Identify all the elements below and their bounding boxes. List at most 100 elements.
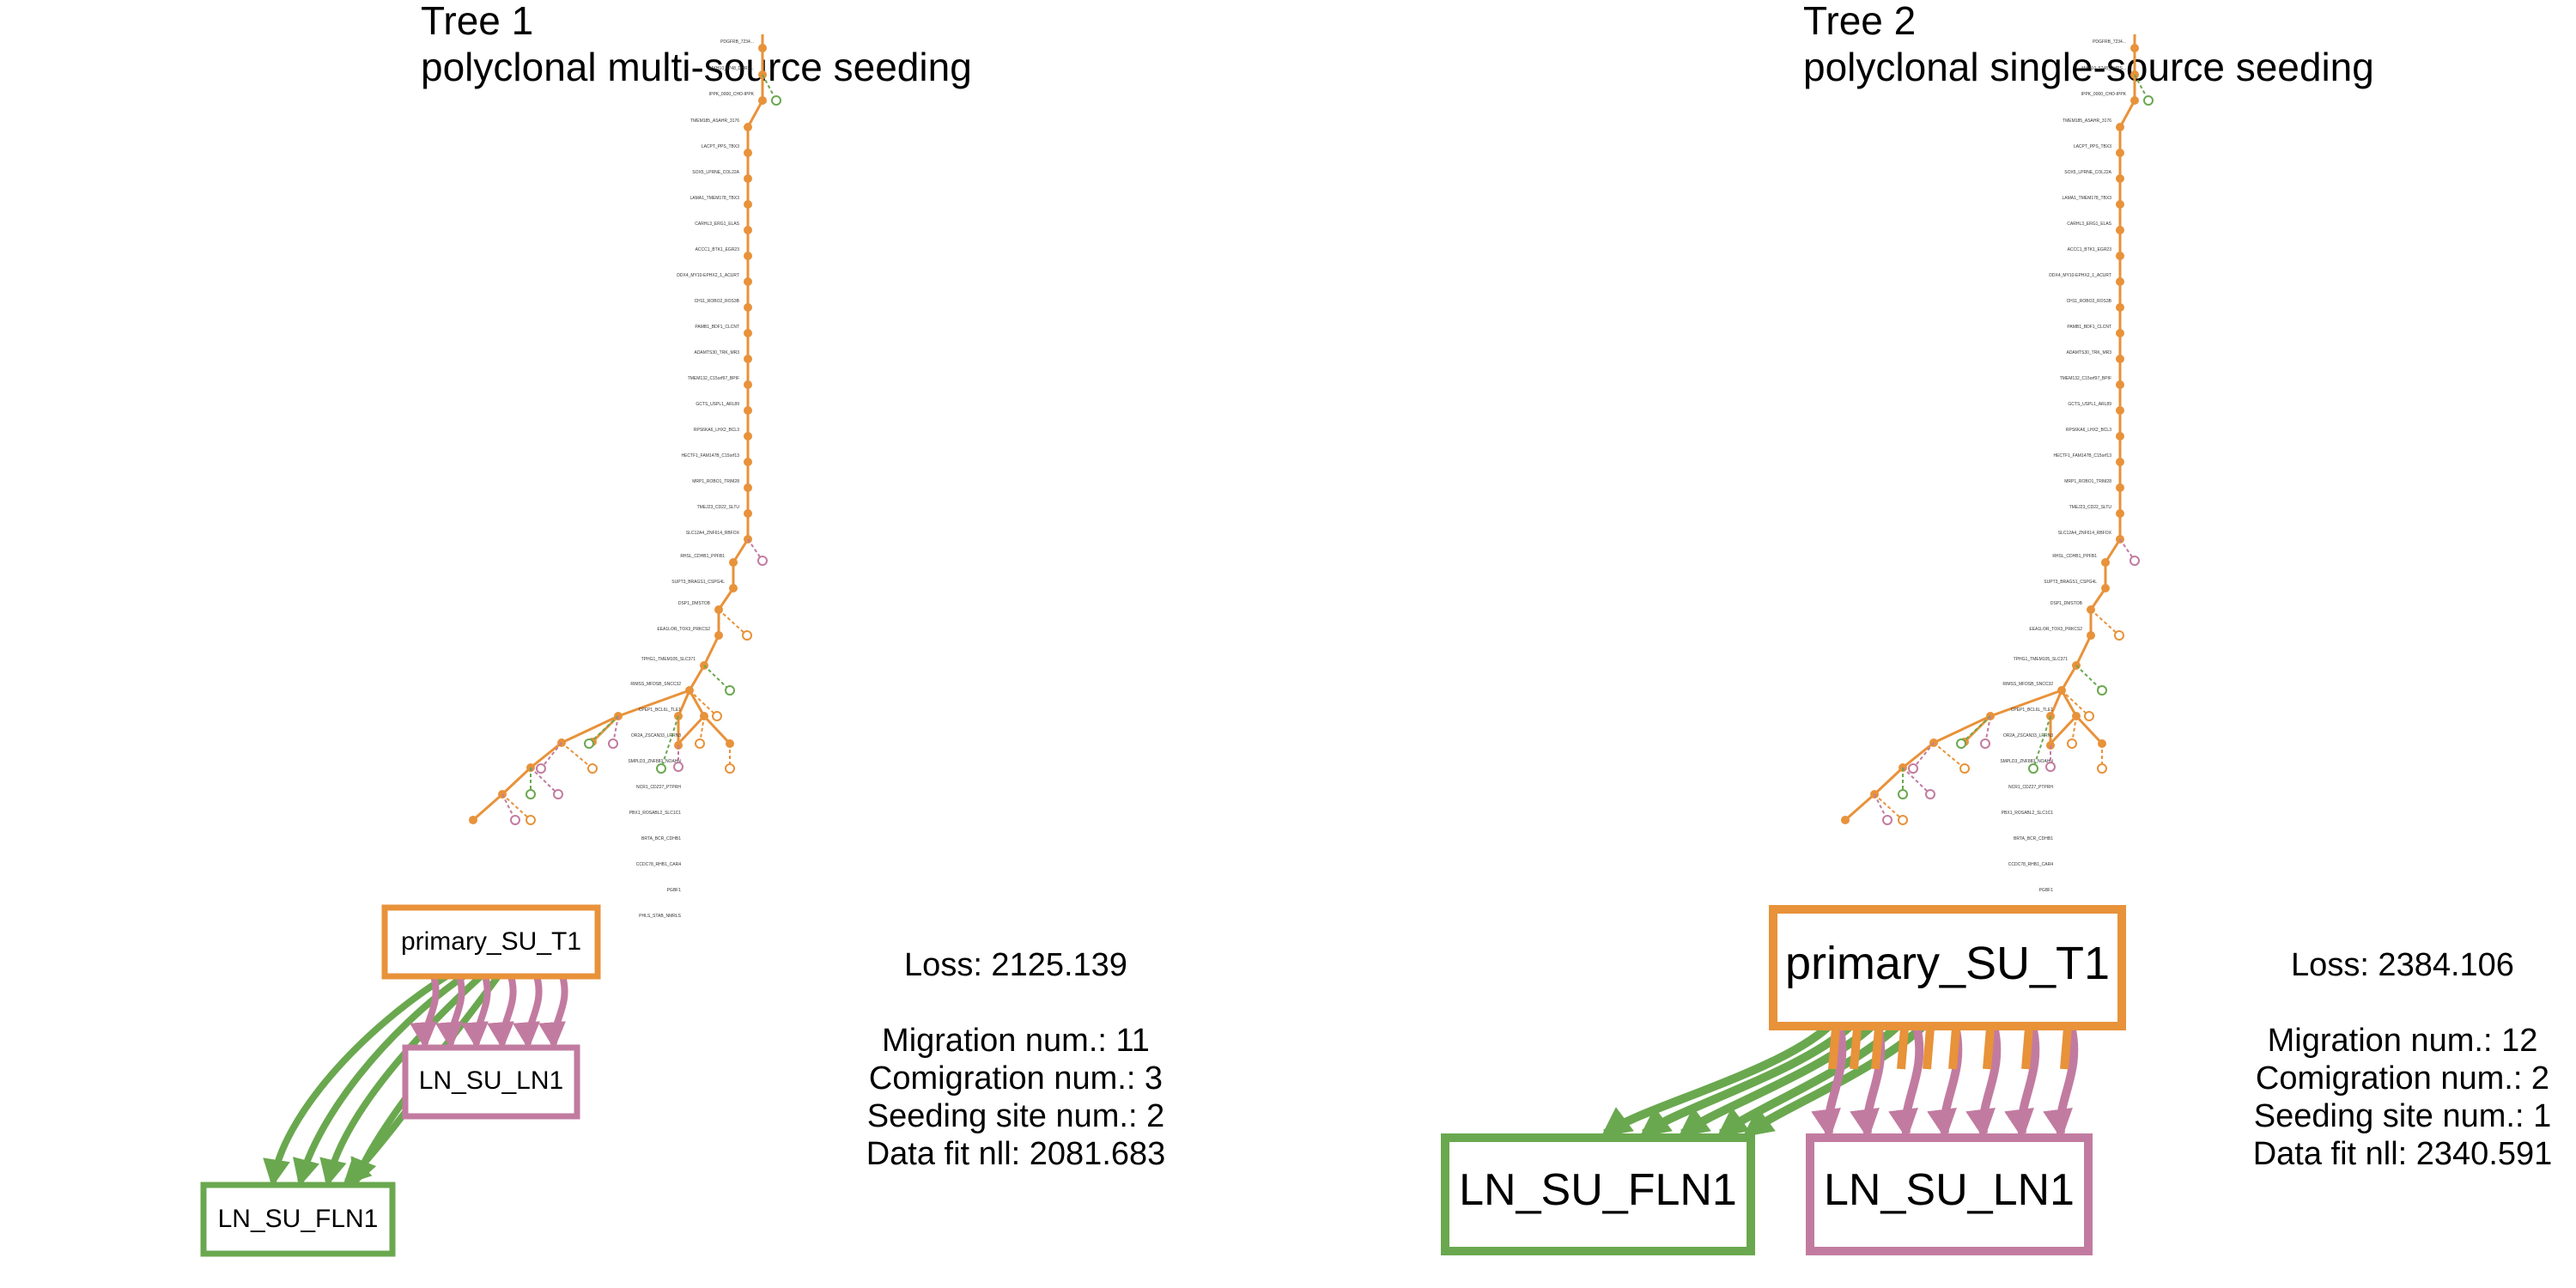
tree-branch — [561, 714, 619, 744]
tree-branch — [677, 690, 691, 717]
tree-leaf-node — [2045, 762, 2056, 772]
tree-node-label: LACPT_PPS_TBX3 — [2074, 144, 2111, 149]
tree-leaf-node — [656, 763, 666, 774]
tree-branch — [2089, 587, 2107, 611]
tree-node — [744, 174, 752, 183]
tree-node — [744, 226, 752, 234]
tree-leaf-node — [1908, 763, 1918, 774]
tree-migration-edge — [1902, 767, 1931, 795]
node-fln1-box — [200, 1182, 396, 1257]
tree-branch — [677, 714, 706, 745]
tree-node-label: HECTF1_FAM147B_C15orf13 — [2053, 453, 2111, 459]
tree-node-label: PGBF1 — [2039, 888, 2054, 893]
migration-num-text: Migration num.: 12 — [2268, 1023, 2538, 1059]
tree-migration-edge — [2032, 715, 2051, 769]
tree-node — [2116, 432, 2124, 440]
tree-leaf-node — [1898, 789, 1908, 799]
node-primary-box — [1769, 905, 2126, 1030]
tree-node-label: PDGFRB_7234... — [2093, 39, 2126, 45]
tree-node — [744, 380, 752, 389]
tree-node-label: DSP1_DMSTOB — [2050, 601, 2083, 606]
migration-num-text: Migration num.: 11 — [882, 1023, 1150, 1059]
tree-node-label: HECTF1_FAM147B_C15orf13 — [681, 453, 739, 459]
tree-leaf-node — [725, 763, 735, 774]
node-primary-box — [381, 904, 601, 980]
tree-migration-edge — [699, 715, 705, 744]
seeding-site-num-text: Seeding site num.: 1 — [2254, 1098, 2551, 1134]
loss-text: Loss: 2384.106 — [2291, 947, 2514, 983]
tree-node — [744, 303, 752, 312]
tree-node-label: RHSL_CDHB1_PPFB1 — [680, 554, 725, 559]
migration-edge-primary-to-fln1 — [1601, 1023, 1832, 1138]
tree-leaf-node — [742, 630, 752, 641]
tree-node-label: ADAMTS30_TRK_MR3 — [694, 350, 739, 355]
tree-node-label: PAMB1_BDF1_CLCNT — [2067, 325, 2111, 330]
tree-leaf-node — [725, 685, 735, 696]
tree-branch — [688, 690, 706, 717]
tree-node — [2116, 252, 2124, 260]
tree-leaf-node — [695, 738, 705, 749]
panel-tree-2: Tree 2 polyclonal single-source seeding … — [1441, 0, 2552, 1255]
tree-node-label: PGBF1 — [667, 888, 682, 893]
node-primary-label: primary_SU_T1 — [1785, 938, 2110, 989]
tree-node-label: CARHL3_ERG1_ELAS — [695, 222, 739, 227]
migration-edge-primary-to-ln1 — [1965, 1024, 2002, 1139]
migration-edge-primary-to-ln1 — [2004, 1024, 2040, 1139]
data-fit-nll-text: Data fit nll: 2081.683 — [866, 1136, 1166, 1172]
tree-node-label: TMEJ23_CD22_SLTU — [697, 505, 740, 510]
tree-leaf-node — [2067, 738, 2077, 749]
tree-node-label: BRTA_BCR_CDHB1 — [2014, 836, 2053, 841]
tree-node-label: NCR1_CDZ27_PTPRH — [2008, 785, 2053, 790]
tree-node — [744, 406, 752, 415]
tree-node — [744, 149, 752, 157]
tree-leaf-node — [1882, 815, 1893, 825]
migration-edge-primary-to-fln1 — [263, 973, 449, 1188]
tree-node-label: TMEJ23_CD22_SLTU — [2069, 505, 2112, 510]
migration-edge-primary-to-ln1 — [2043, 1024, 2079, 1139]
tree-node-label: LAMA1_TMEM178_TBX3 — [690, 196, 739, 201]
tree-migration-edge — [501, 793, 532, 821]
migration-edge-source-segment — [1850, 1027, 1862, 1070]
tree-node-label: MRP1_ROBO1_TRIM28 — [692, 479, 739, 484]
tree-node-label: CCDC78_RHB1_CAR4 — [636, 862, 681, 867]
panel-2-subtitle: polyclonal single-source seeding — [1803, 45, 2374, 89]
tree-migration-edge — [588, 715, 619, 744]
tree-node-label: GCTS_USPL1_ARL89 — [2068, 402, 2111, 407]
tree-branch — [2118, 100, 2136, 128]
tree-branch — [1933, 714, 1991, 744]
tree-migration-edge — [530, 767, 559, 795]
migration-edge-primary-to-ln1 — [487, 975, 517, 1050]
tree-branch — [732, 538, 750, 563]
tree-node-label: SMPLD3_ZNF883_NOAHN — [628, 759, 681, 764]
seeding-site-num-text: Seeding site num.: 2 — [867, 1098, 1164, 1134]
node-ln1-box — [402, 1044, 580, 1120]
tree-migration-edge — [689, 690, 718, 717]
tree-node-label: DSP1_DMSTOB — [678, 601, 711, 606]
tree-node-label: OR2A_ZSCAN33_LRRN3 — [631, 733, 681, 738]
migration-edge-primary-to-ln1 — [538, 975, 568, 1050]
node-ln1-label: LN_SU_LN1 — [419, 1066, 563, 1095]
tree-node — [2116, 509, 2124, 518]
tree-branch — [717, 587, 735, 611]
tree-node-label: CPEP1_BCL6L_TLE1 — [2011, 708, 2053, 713]
tree-node-label: DDX4_MY10-EPHX2_1_ACURT — [677, 273, 739, 278]
node-fln1-label: LN_SU_FLN1 — [1459, 1165, 1737, 1215]
comigration-num-text: Comigration num.: 2 — [2256, 1060, 2549, 1097]
tree-node — [2101, 584, 2110, 592]
migration-edge-source-segment — [1828, 1027, 1840, 1070]
tree-migration-edge — [2061, 690, 2090, 717]
tree-node — [2116, 174, 2124, 183]
tree-node — [744, 123, 752, 131]
tree-migration-edge — [2090, 609, 2120, 636]
tree-leaf-node — [2097, 685, 2107, 696]
node-ln1-label: LN_SU_LN1 — [1824, 1165, 2075, 1215]
migration-edge-primary-to-fln1 — [1639, 1023, 1854, 1138]
tree-branch — [702, 714, 732, 745]
tree-node-label: SUPT3_BRAGS1_CSPG4L — [2044, 580, 2097, 585]
tree-node — [2116, 380, 2124, 389]
tree-migration-edge — [1960, 715, 1991, 744]
migration-edge-source-segment — [1983, 1027, 1995, 1070]
tree-branch — [2060, 665, 2078, 691]
tree-node-label: OR2A_ZSCAN33_LRRN3 — [2003, 733, 2053, 738]
